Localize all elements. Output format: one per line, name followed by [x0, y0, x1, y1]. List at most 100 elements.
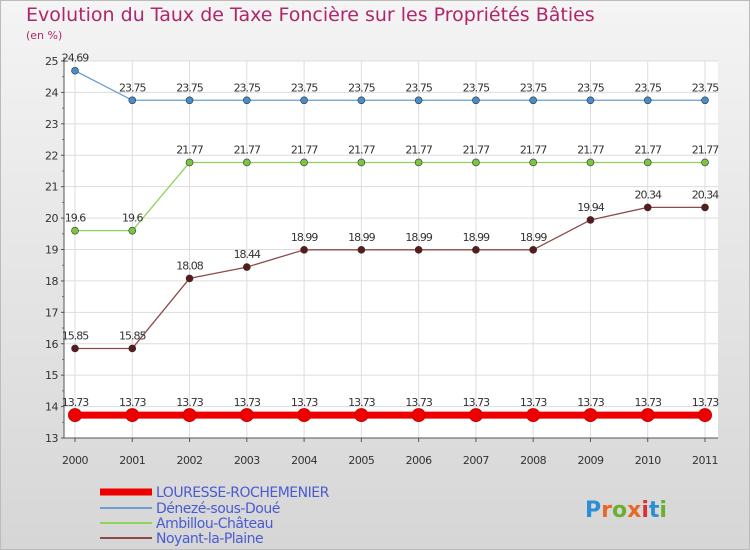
y-tick-label: 21: [45, 181, 58, 194]
data-point: [643, 158, 652, 167]
data-label: 18.08: [176, 259, 203, 272]
data-point: [185, 158, 194, 167]
data-label: 21.77: [348, 143, 375, 156]
data-label: 21.77: [520, 143, 547, 156]
x-tick-label: 2007: [463, 454, 489, 467]
data-point: [468, 408, 483, 423]
series-line: [75, 206, 705, 350]
data-label: 18.99: [405, 231, 432, 244]
data-labels: 24.69 23.75 23.75 23.75 23.75 23.75 23.75 23.75…: [62, 52, 720, 409]
unit-label: (en %): [26, 29, 63, 42]
data-point: [297, 408, 312, 423]
y-tick-label: 13: [45, 432, 58, 445]
data-label: 18.44: [234, 248, 261, 261]
data-label: 13.73: [234, 396, 261, 409]
data-point: [586, 216, 595, 224]
data-label: 23.75: [463, 81, 490, 94]
data-point: [243, 158, 251, 167]
data-point: [243, 96, 251, 105]
data-label: 23.75: [348, 81, 375, 94]
data-point: [357, 96, 366, 105]
legend-label: LOURESSE-ROCHEMENIER: [156, 485, 330, 501]
data-point: [357, 158, 366, 167]
data-point: [411, 408, 426, 423]
x-tick-label: 2003: [234, 454, 260, 467]
legend-label: Ambillou-Château: [156, 516, 273, 532]
data-point: [529, 246, 537, 254]
data-point: [300, 96, 308, 105]
legend: LOURESSE-ROCHEMENIERDénezé-sous-DouéAmbi…: [100, 485, 330, 547]
data-point: [128, 226, 137, 235]
x-tick-label: 2010: [635, 454, 661, 467]
data-label: 13.73: [463, 396, 490, 409]
data-label: 23.75: [634, 81, 661, 94]
y-tick-label: 24: [45, 86, 58, 99]
data-label: 13.73: [634, 396, 661, 409]
data-point: [357, 246, 366, 254]
data-label: 23.75: [692, 81, 719, 94]
y-tick-label: 22: [45, 149, 58, 162]
data-label: 18.99: [463, 231, 490, 244]
x-tick-label: 2002: [177, 454, 203, 467]
x-tick-label: 2000: [62, 454, 88, 467]
y-tick-label: 18: [45, 275, 58, 288]
data-point: [71, 344, 79, 353]
data-point: [529, 96, 537, 105]
data-label: 20.34: [634, 188, 661, 201]
data-label: 18.99: [520, 231, 547, 244]
data-point: [128, 96, 137, 105]
series: [68, 66, 712, 423]
data-point: [698, 408, 712, 423]
data-label: 23.75: [291, 81, 318, 94]
y-tick-label: 15: [45, 369, 58, 382]
data-label: 13.73: [119, 396, 146, 409]
data-label: 23.75: [520, 81, 547, 94]
legend-label: Dénezé-sous-Doué: [156, 501, 280, 517]
x-tick-label: 2004: [291, 454, 317, 467]
data-label: 18.99: [291, 231, 318, 244]
data-point: [414, 96, 423, 105]
data-label: 15.85: [119, 329, 146, 342]
data-label: 23.75: [234, 81, 261, 94]
legend-label: Noyant-la-Plaine: [156, 531, 263, 547]
data-point: [239, 408, 254, 423]
x-tick-label: 2006: [406, 454, 432, 467]
data-label: 13.73: [692, 396, 719, 409]
data-label: 15.85: [62, 329, 89, 342]
data-point: [185, 96, 194, 105]
data-label: 20.34: [692, 188, 719, 201]
data-point: [586, 96, 595, 105]
x-tick-label: 2001: [119, 454, 145, 467]
data-point: [300, 158, 308, 167]
data-point: [472, 246, 480, 254]
data-label: 13.73: [176, 396, 203, 409]
series-line: [75, 161, 705, 232]
data-point: [185, 274, 194, 283]
y-tick-label: 20: [45, 212, 58, 225]
y-tick-label: 23: [45, 118, 58, 131]
data-point: [701, 96, 709, 105]
series-line: [74, 70, 705, 101]
data-point: [182, 408, 197, 423]
data-label: 23.75: [405, 81, 432, 94]
data-label: 21.77: [692, 143, 719, 156]
data-point: [300, 246, 308, 254]
data-label: 13.73: [405, 396, 432, 409]
x-tick-label: 2009: [577, 454, 603, 467]
y-tick-label: 14: [45, 401, 58, 414]
data-label: 21.77: [577, 143, 604, 156]
x-tick-label: 2011: [692, 454, 718, 467]
data-point: [701, 158, 709, 167]
x-tick-label: 2005: [348, 454, 374, 467]
y-tick-label: 17: [45, 306, 58, 319]
data-label: 18.99: [348, 231, 375, 244]
data-label: 19.94: [577, 201, 604, 214]
data-label: 19.6: [65, 212, 86, 225]
data-point: [71, 66, 79, 75]
data-point: [125, 408, 140, 423]
data-point: [701, 203, 709, 212]
proxiti-logo: Proxiti: [585, 498, 667, 523]
data-point: [640, 408, 655, 423]
data-label: 21.77: [463, 143, 490, 156]
data-label: 21.77: [176, 143, 203, 156]
